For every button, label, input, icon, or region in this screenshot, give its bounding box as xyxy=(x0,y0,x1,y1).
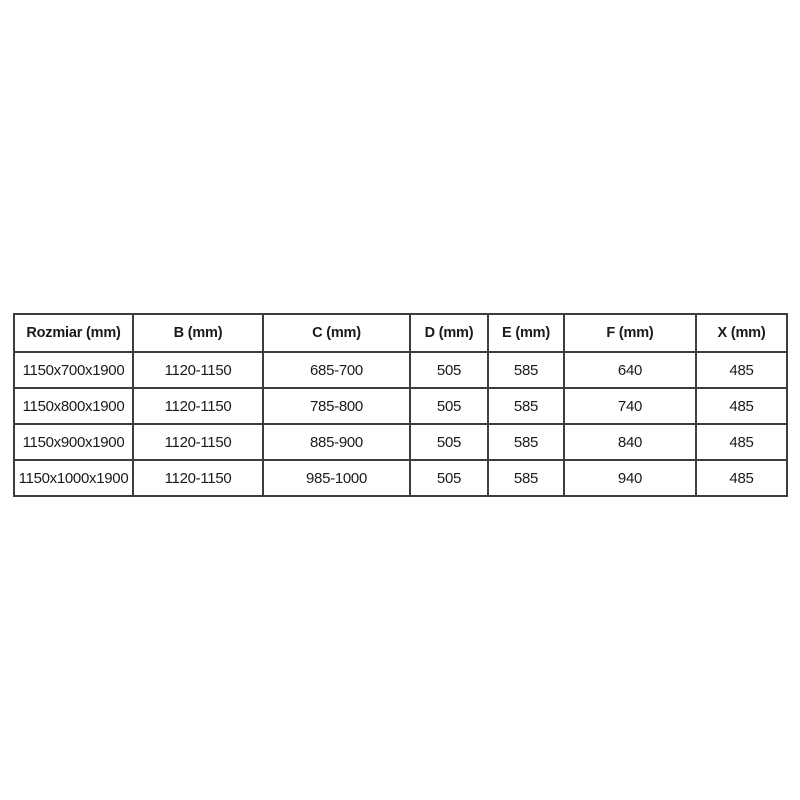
cell-e: 585 xyxy=(487,423,565,461)
cell-c: 985-1000 xyxy=(262,459,411,497)
column-header-f: F (mm) xyxy=(563,313,697,353)
cell-rozmiar: 1150x700x1900 xyxy=(13,351,134,389)
cell-b: 1120-1150 xyxy=(132,351,264,389)
cell-c: 785-800 xyxy=(262,387,411,425)
column-header-d: D (mm) xyxy=(409,313,489,353)
cell-rozmiar: 1150x900x1900 xyxy=(13,423,134,461)
table-row: 1150x1000x1900 1120-1150 985-1000 505 58… xyxy=(13,459,788,497)
cell-e: 585 xyxy=(487,351,565,389)
cell-d: 505 xyxy=(409,351,489,389)
cell-rozmiar: 1150x1000x1900 xyxy=(13,459,134,497)
cell-x: 485 xyxy=(695,351,788,389)
cell-b: 1120-1150 xyxy=(132,423,264,461)
column-header-c: C (mm) xyxy=(262,313,411,353)
cell-c: 685-700 xyxy=(262,351,411,389)
cell-e: 585 xyxy=(487,387,565,425)
table-row: 1150x800x1900 1120-1150 785-800 505 585 … xyxy=(13,387,788,425)
cell-b: 1120-1150 xyxy=(132,387,264,425)
cell-c: 885-900 xyxy=(262,423,411,461)
cell-f: 640 xyxy=(563,351,697,389)
cell-rozmiar: 1150x800x1900 xyxy=(13,387,134,425)
column-header-x: X (mm) xyxy=(695,313,788,353)
table-row: 1150x700x1900 1120-1150 685-700 505 585 … xyxy=(13,351,788,389)
dimension-table-container: Rozmiar (mm) B (mm) C (mm) D (mm) E (mm)… xyxy=(13,313,788,497)
cell-f: 740 xyxy=(563,387,697,425)
cell-x: 485 xyxy=(695,387,788,425)
cell-d: 505 xyxy=(409,423,489,461)
table-header-row: Rozmiar (mm) B (mm) C (mm) D (mm) E (mm)… xyxy=(13,313,788,353)
table-row: 1150x900x1900 1120-1150 885-900 505 585 … xyxy=(13,423,788,461)
cell-f: 840 xyxy=(563,423,697,461)
column-header-e: E (mm) xyxy=(487,313,565,353)
cell-b: 1120-1150 xyxy=(132,459,264,497)
cell-e: 585 xyxy=(487,459,565,497)
dimension-table: Rozmiar (mm) B (mm) C (mm) D (mm) E (mm)… xyxy=(13,313,788,497)
column-header-b: B (mm) xyxy=(132,313,264,353)
column-header-rozmiar: Rozmiar (mm) xyxy=(13,313,134,353)
cell-d: 505 xyxy=(409,387,489,425)
cell-f: 940 xyxy=(563,459,697,497)
cell-x: 485 xyxy=(695,423,788,461)
cell-x: 485 xyxy=(695,459,788,497)
cell-d: 505 xyxy=(409,459,489,497)
